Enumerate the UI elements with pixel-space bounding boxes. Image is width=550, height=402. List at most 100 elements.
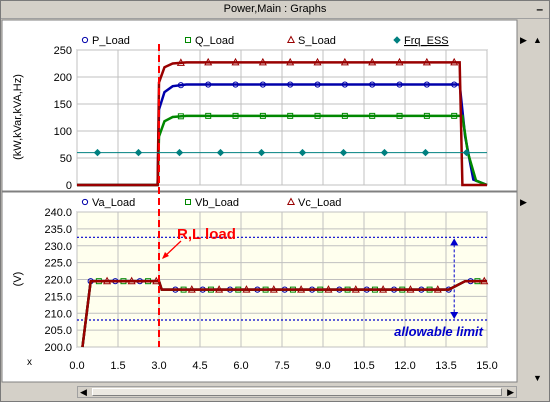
x-axis: 0.0 1.5 3.0 4.5 6.0 7.5 9.0 10.5 12.0 13.5 15.0 <box>69 360 497 372</box>
data-point-frq_ess <box>216 148 225 157</box>
top-y-tick-label: 200 <box>54 72 72 84</box>
data-point-frq_ess <box>462 148 471 157</box>
data-point-vc_load <box>379 285 388 293</box>
data-point-frq_ess <box>93 148 102 157</box>
series-line-vc_load <box>81 279 487 348</box>
data-point-p_load <box>287 81 294 88</box>
legend-marker-vb_load <box>185 199 191 205</box>
data-point-s_load <box>231 57 240 66</box>
bottom-series-group <box>81 276 489 348</box>
data-point-vc_load <box>351 285 360 293</box>
data-point-vc_load <box>127 276 136 285</box>
arrow-down-icon <box>450 312 459 319</box>
x-tick-label: 6.0 <box>233 360 248 372</box>
legend-label-va_load: Va_Load <box>92 197 135 209</box>
x-tick-label: 7.5 <box>274 360 289 372</box>
data-point-s_load <box>313 57 322 66</box>
arrow-up-icon <box>450 238 459 246</box>
top-panel-expand-arrow[interactable]: ▶ <box>520 35 527 45</box>
legend-label-s_load: S_Load <box>298 35 336 47</box>
data-point-frq_ess <box>421 148 430 157</box>
data-point-q_load <box>287 112 294 119</box>
legend-marker-va_load <box>81 198 89 206</box>
bottom-y-tick-label: 240.0 <box>44 207 72 219</box>
data-point-q_load <box>396 112 403 119</box>
data-point-frq_ess <box>175 148 184 157</box>
data-point-frq_ess <box>134 148 143 157</box>
x-tick-label: 3.0 <box>151 360 166 372</box>
data-point-frq_ess <box>257 148 266 157</box>
data-point-p_load <box>451 81 458 88</box>
bottom-y-axis-label: (V) <box>12 272 24 287</box>
top-y-tick-label: 250 <box>54 45 72 57</box>
legend-label-q_load: Q_Load <box>195 35 234 47</box>
top-y-tick-label: 0 <box>66 180 72 192</box>
scroll-down-arrow[interactable]: ▼ <box>533 373 542 383</box>
data-point-q_load <box>341 112 348 119</box>
bottom-y-tick-label: 205.0 <box>44 325 72 337</box>
event-annotation: R,L load <box>177 226 236 243</box>
top-y-tick-label: 150 <box>54 99 72 111</box>
window-title: Power,Main : Graphs <box>223 3 327 15</box>
bottom-panel-expand-arrow[interactable]: ▶ <box>520 197 527 207</box>
legend-marker-q_load <box>185 37 191 43</box>
top-legend: P_Load Q_Load S_Load Frq_ESS <box>81 35 449 47</box>
data-point-frq_ess <box>339 148 348 157</box>
title-bar: Power,Main : Graphs – <box>1 1 549 19</box>
data-point-p_load <box>314 81 321 88</box>
data-point-q_load <box>259 112 266 119</box>
x-tick-label: 13.5 <box>435 360 456 372</box>
data-point-s_load <box>450 57 459 66</box>
data-point-s_load <box>340 57 349 66</box>
data-point-frq_ess <box>298 148 307 157</box>
bottom-y-tick-label: 235.0 <box>44 224 72 236</box>
horizontal-scrollbar[interactable]: ◀ ▶ <box>77 386 517 398</box>
data-point-vc_load <box>433 285 442 293</box>
top-panel-scroll-up-arrow[interactable]: ▲ <box>533 35 542 45</box>
data-point-q_load <box>314 112 321 119</box>
scroll-right-icon[interactable]: ▶ <box>507 387 514 397</box>
legend-marker-vc_load <box>286 197 296 205</box>
data-point-s_load <box>204 57 213 66</box>
legend-label-frq_ess: Frq_ESS <box>404 35 449 47</box>
top-y-tick-label: 50 <box>60 153 72 165</box>
top-y-axis: 0 50 100 150 200 250 <box>54 45 72 192</box>
graphs-area: 0 50 100 150 200 250 200.0 205.0 210.0 215.0 220.… <box>1 19 518 383</box>
data-point-p_load <box>259 81 266 88</box>
bottom-y-tick-label: 215.0 <box>44 291 72 303</box>
x-tick-label: 1.5 <box>110 360 125 372</box>
data-point-p_load <box>396 81 403 88</box>
data-point-q_load <box>451 112 458 119</box>
x-tick-label: 0.0 <box>69 360 84 372</box>
x-axis-label: x <box>27 357 32 368</box>
data-point-s_load <box>258 57 267 66</box>
event-marker <box>158 44 182 347</box>
data-point-p_load <box>369 81 376 88</box>
data-point-s_load <box>286 57 295 66</box>
bottom-y-tick-label: 230.0 <box>44 241 72 253</box>
data-point-vc_load <box>324 285 333 293</box>
data-point-vc_load <box>242 285 251 293</box>
legend-marker-s_load <box>286 35 296 43</box>
minimize-button[interactable]: – <box>536 2 543 16</box>
scroll-left-icon[interactable]: ◀ <box>80 387 87 397</box>
data-point-p_load <box>205 81 212 88</box>
top-y-tick-label: 100 <box>54 126 72 138</box>
bottom-legend: Va_Load Vb_Load Vc_Load <box>81 197 341 209</box>
data-point-vc_load <box>297 285 306 293</box>
data-point-q_load <box>177 113 184 120</box>
bottom-y-tick-label: 210.0 <box>44 308 72 320</box>
data-point-vc_load <box>406 285 415 293</box>
data-point-vc_load <box>152 276 161 285</box>
top-grid <box>76 49 488 186</box>
legend-label-p_load: P_Load <box>92 35 130 47</box>
data-point-p_load <box>177 82 184 89</box>
data-point-s_load <box>422 57 431 66</box>
scrollbar-thumb[interactable] <box>92 388 502 396</box>
allowable-limit-lines <box>77 236 487 321</box>
event-arrow-icon <box>162 252 169 259</box>
data-point-q_load <box>232 112 239 119</box>
x-tick-label: 4.5 <box>192 360 207 372</box>
data-point-vc_load <box>103 276 112 285</box>
